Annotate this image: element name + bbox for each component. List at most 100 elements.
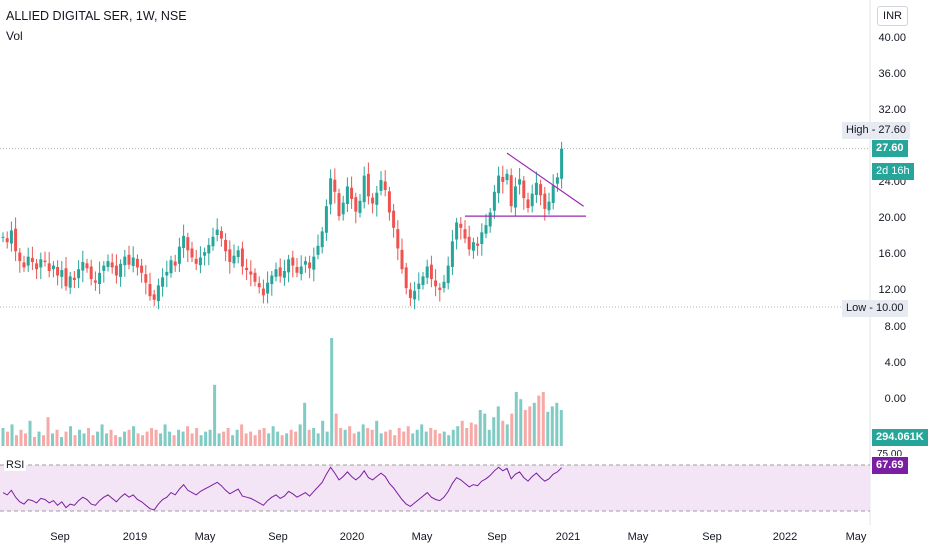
candle-body [312,256,316,270]
time-scale[interactable]: Sep 2019 May Sep 2020 May Sep 2021 May Sep 2022 May [50,531,867,543]
volume-bar [159,433,163,446]
volume-bar [118,437,122,446]
candle-body [249,271,253,275]
volume-bar [6,431,10,446]
candle-body [371,197,375,204]
candle-body [85,263,89,269]
candle-body [60,270,64,277]
candle-body [429,264,433,280]
volume-bar [28,420,32,446]
volume-bar [361,424,365,446]
volume-bar [514,392,518,446]
candle-body [98,272,102,285]
candle-body [68,276,72,288]
drawing-tools[interactable] [465,152,586,217]
candle-body [434,280,438,287]
candle-body [551,185,555,204]
candle-body [93,280,97,283]
volume-bar [442,431,446,446]
candle-body [455,222,459,240]
candle-body [194,258,198,264]
price-tick-label: 0.00 [885,393,906,405]
volume-bar [208,429,212,446]
time-tick-label: May [195,531,216,543]
candle-body [173,261,177,266]
candle-body [253,272,257,282]
rsi-scale-partial-label: 75.00 [877,449,903,456]
volume-bar [375,420,379,446]
volume-bar [420,424,424,446]
candle-body [480,232,484,244]
candle-body [224,239,228,252]
volume-bar [438,433,442,446]
volume-bar [96,431,100,446]
candle-body [123,256,127,266]
volume-bar [73,435,77,446]
volume-bar [114,435,118,446]
candle-body [366,173,370,197]
time-tick-label: 2022 [773,531,797,543]
candle-body [287,259,291,273]
candle-body [270,275,274,285]
candle-body [320,231,324,248]
candle-body [303,261,307,265]
candle-body [228,249,232,262]
volume-bar [357,431,361,446]
high-tag: High - 27.60 [842,122,910,139]
candle-body [119,263,123,277]
candle-body [345,186,349,204]
candle-body [72,277,76,280]
volume-bar [100,424,104,446]
volume-bar [289,429,293,446]
volume-bar [411,433,415,446]
volume-bar [222,431,226,446]
rsi-value-tag: 67.69 [872,457,908,474]
currency-button[interactable]: INR [877,6,908,26]
volume-bar [501,420,505,446]
volume-bar [258,429,262,446]
candle-body [165,271,169,276]
price-tick-label: 40.00 [878,32,906,44]
volume-bar [78,429,82,446]
volume-bar [82,433,86,446]
volume-bar [136,433,140,446]
rsi-indicator-label[interactable]: RSI [4,459,27,471]
volume-bar [172,435,176,446]
candle-body [140,265,144,273]
volume-bar [532,402,536,446]
candle-body [560,148,564,179]
volume-indicator-label[interactable]: Vol [6,29,23,43]
candle-body [425,266,429,278]
candle-body [14,228,18,252]
volume-bar [478,410,482,446]
volume-bar [415,429,419,446]
candle-body [77,269,81,279]
time-tick-label: Sep [50,531,70,543]
volume-bar [285,433,289,446]
volume-bar [231,435,235,446]
volume-bar [1,428,5,446]
time-tick-label: 2021 [556,531,580,543]
volume-bar [55,429,59,446]
price-tick-label: 12.00 [878,284,906,296]
candle-body [539,184,543,196]
candle-body [484,225,488,234]
symbol-title[interactable]: ALLIED DIGITAL SER, 1W, NSE [6,9,187,23]
volume-bar [267,433,271,446]
candle-body [341,202,345,215]
rsi-pane [0,464,870,512]
time-tick-label: May [628,531,649,543]
volume-bar [366,428,370,446]
volume-bar [64,431,68,446]
candle-body [438,287,442,290]
candle-body [396,229,400,249]
candle-body [161,277,165,287]
candle-body [450,241,454,267]
volume-bar [550,406,554,446]
price-scale[interactable]: 40.0036.0032.0024.0020.0016.0012.008.004… [878,32,906,405]
candle-body [18,252,22,262]
volume-bar [348,426,352,446]
volume-bar [217,433,221,446]
volume-bar [474,424,478,446]
